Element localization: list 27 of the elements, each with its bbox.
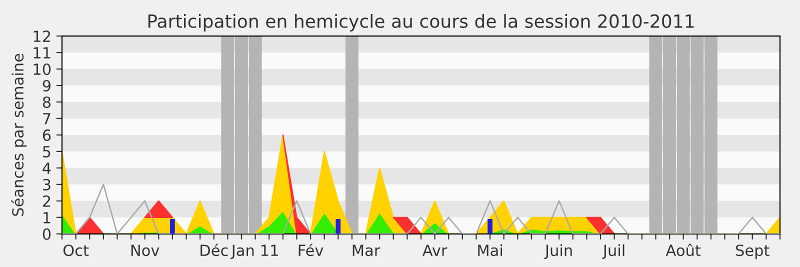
x-tick-label: Nov [131,244,160,256]
y-tick-label: 9 [42,80,51,92]
y-tick-label: 12 [34,30,50,42]
x-tick-label: Fév [298,244,324,256]
x-tick-label: Mar [352,244,380,256]
y-tick-label: 6 [42,129,51,141]
y-tick-label: 8 [42,96,51,108]
x-tick-label: Sept [736,244,770,260]
y-tick-label: 10 [34,63,51,76]
x-tick-label: Jan 11 [230,244,278,259]
chart-title: Participation en hemicycle au cours de la session 2010-2011 [148,14,694,32]
y-axis-title: Séances par semaine [11,54,27,216]
x-tick-label: Juil [602,244,624,259]
x-tick-label: Mai [478,244,502,256]
x-tick-label: Déc [200,244,228,256]
y-tick-label: 4 [42,162,51,174]
y-tick-label: 7 [43,113,50,124]
y-tick-label: 11 [34,47,50,58]
x-tick-label: Oct [63,244,89,256]
x-tick-label: Avr [422,244,448,256]
y-tick-label: 0 [42,228,51,240]
y-tick-label: 3 [43,178,50,190]
y-tick-label: 2 [42,195,50,207]
y-tick-label: 1 [44,212,50,224]
x-tick-label: Juin [544,244,572,259]
x-tick-label: Août [666,244,701,256]
y-tick-label: 5 [43,146,50,158]
